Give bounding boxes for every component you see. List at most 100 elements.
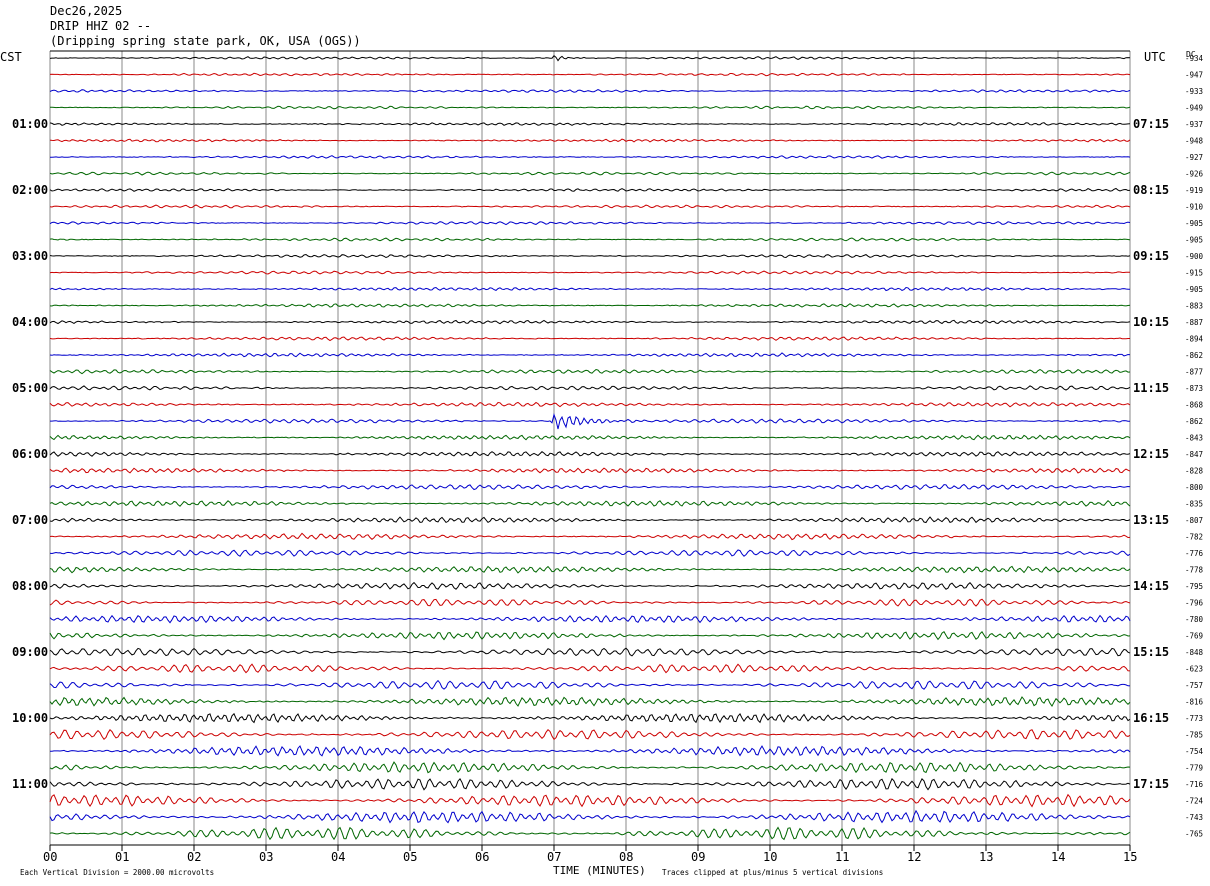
dc-offset-label: -785 xyxy=(1185,731,1203,740)
trace-line xyxy=(49,187,1131,192)
trace-line xyxy=(49,352,1131,358)
x-tick-label: 05 xyxy=(403,850,417,864)
x-tick-label: 13 xyxy=(979,850,993,864)
dc-offset-label: -847 xyxy=(1185,450,1203,459)
x-tick-label: 03 xyxy=(259,850,273,864)
dc-offset-label: -949 xyxy=(1185,104,1203,113)
trace-line xyxy=(49,54,1131,62)
trace-line xyxy=(49,516,1131,524)
right-hour-label: 08:15 xyxy=(1133,183,1169,197)
left-hour-label: 07:00 xyxy=(12,513,48,527)
dc-offset-label: -757 xyxy=(1185,681,1203,690)
right-timezone-label: UTC xyxy=(1144,50,1166,64)
left-hour-label: 02:00 xyxy=(12,183,48,197)
header-station: DRIP HHZ 02 -- xyxy=(50,19,152,33)
trace-line xyxy=(49,122,1131,126)
trace-line xyxy=(49,793,1131,808)
scale-note: Each Vertical Division = 2000.00 microvo… xyxy=(20,868,214,877)
dc-offset-label: -828 xyxy=(1185,467,1204,476)
x-axis-label: TIME (MINUTES) xyxy=(553,864,646,877)
x-tick-label: 06 xyxy=(475,850,489,864)
trace-line xyxy=(49,483,1131,491)
trace-line xyxy=(49,171,1131,176)
trace-line xyxy=(49,532,1131,541)
dc-offset-label: -910 xyxy=(1185,203,1204,212)
trace-line xyxy=(49,221,1131,226)
dc-label: DC xyxy=(1186,50,1196,59)
dc-offset-label: -754 xyxy=(1185,747,1204,756)
dc-offset-label: -919 xyxy=(1185,186,1203,195)
x-tick-label: 02 xyxy=(187,850,201,864)
trace-line xyxy=(49,598,1131,607)
left-hour-label: 11:00 xyxy=(12,777,48,791)
right-hour-label: 09:15 xyxy=(1133,249,1169,263)
trace-line xyxy=(49,549,1131,557)
dc-offset-label: -795 xyxy=(1185,582,1203,591)
left-hour-label: 03:00 xyxy=(12,249,48,263)
dc-offset-label: -843 xyxy=(1185,434,1203,443)
right-hour-label: 14:15 xyxy=(1133,579,1169,593)
x-tick-label: 14 xyxy=(1051,850,1065,864)
dc-offset-label: -877 xyxy=(1185,368,1203,377)
right-hour-label: 13:15 xyxy=(1133,513,1169,527)
left-hour-label: 01:00 xyxy=(12,117,48,131)
dc-offset-label: -782 xyxy=(1185,533,1203,542)
dc-offset-label: -934 xyxy=(1185,54,1204,63)
trace-line xyxy=(49,434,1131,441)
trace-line xyxy=(50,155,1131,159)
dc-offset-label: -796 xyxy=(1185,599,1204,608)
trace-line xyxy=(49,237,1131,242)
time-grid xyxy=(49,50,1131,851)
dc-offset-label: -816 xyxy=(1185,698,1204,707)
dc-offset-label: -848 xyxy=(1185,648,1204,657)
trace-line xyxy=(49,319,1131,325)
trace-line xyxy=(49,696,1131,708)
trace-line xyxy=(49,72,1131,77)
trace-line xyxy=(49,826,1131,841)
right-hour-label: 11:15 xyxy=(1133,381,1169,395)
right-hour-label: 15:15 xyxy=(1133,645,1169,659)
trace-line xyxy=(49,89,1131,93)
trace-line xyxy=(49,204,1131,209)
x-tick-label: 11 xyxy=(835,850,849,864)
dc-offset-label: -807 xyxy=(1185,516,1203,525)
dc-offset-label: -862 xyxy=(1185,351,1203,360)
dc-offset-label: -862 xyxy=(1185,417,1203,426)
dc-offset-label: -915 xyxy=(1185,269,1203,278)
dc-offset-label: -780 xyxy=(1185,615,1204,624)
trace-line xyxy=(49,270,1130,275)
dc-offset-label: -926 xyxy=(1185,170,1204,179)
trace-line xyxy=(49,565,1131,574)
trace-line xyxy=(49,253,1131,259)
trace-line xyxy=(49,451,1131,457)
left-hour-label: 04:00 xyxy=(12,315,48,329)
dc-offset-label: -868 xyxy=(1185,401,1204,410)
right-hour-label: 07:15 xyxy=(1133,117,1169,131)
dc-offset-label: -894 xyxy=(1185,335,1204,344)
trace-line xyxy=(49,581,1131,590)
trace-line xyxy=(49,630,1131,641)
dc-offset-label: -769 xyxy=(1185,632,1203,641)
dc-offset-label: -947 xyxy=(1185,71,1203,80)
trace-line xyxy=(49,712,1131,724)
header-date: Dec26,2025 xyxy=(50,4,123,18)
dc-offset-label: -716 xyxy=(1185,780,1204,789)
x-tick-label: 07 xyxy=(547,850,561,864)
x-tick-label: 12 xyxy=(907,850,921,864)
x-tick-label: 04 xyxy=(331,850,345,864)
dc-offset-label: -776 xyxy=(1185,549,1204,558)
dc-offset-label: -873 xyxy=(1185,384,1203,393)
trace-line xyxy=(50,412,1131,430)
traces-group xyxy=(49,54,1131,841)
right-hour-label: 17:15 xyxy=(1133,777,1169,791)
dc-offset-label: -900 xyxy=(1185,252,1204,261)
dc-offset-label: -905 xyxy=(1185,236,1203,245)
right-hour-label: 16:15 xyxy=(1133,711,1169,725)
dc-offset-label: -948 xyxy=(1185,137,1204,146)
trace-line xyxy=(49,138,1131,143)
trace-line xyxy=(49,500,1131,507)
dc-offset-label: -765 xyxy=(1185,830,1203,839)
dc-offset-label: -743 xyxy=(1185,813,1203,822)
trace-line xyxy=(49,368,1131,375)
trace-line xyxy=(49,679,1131,690)
